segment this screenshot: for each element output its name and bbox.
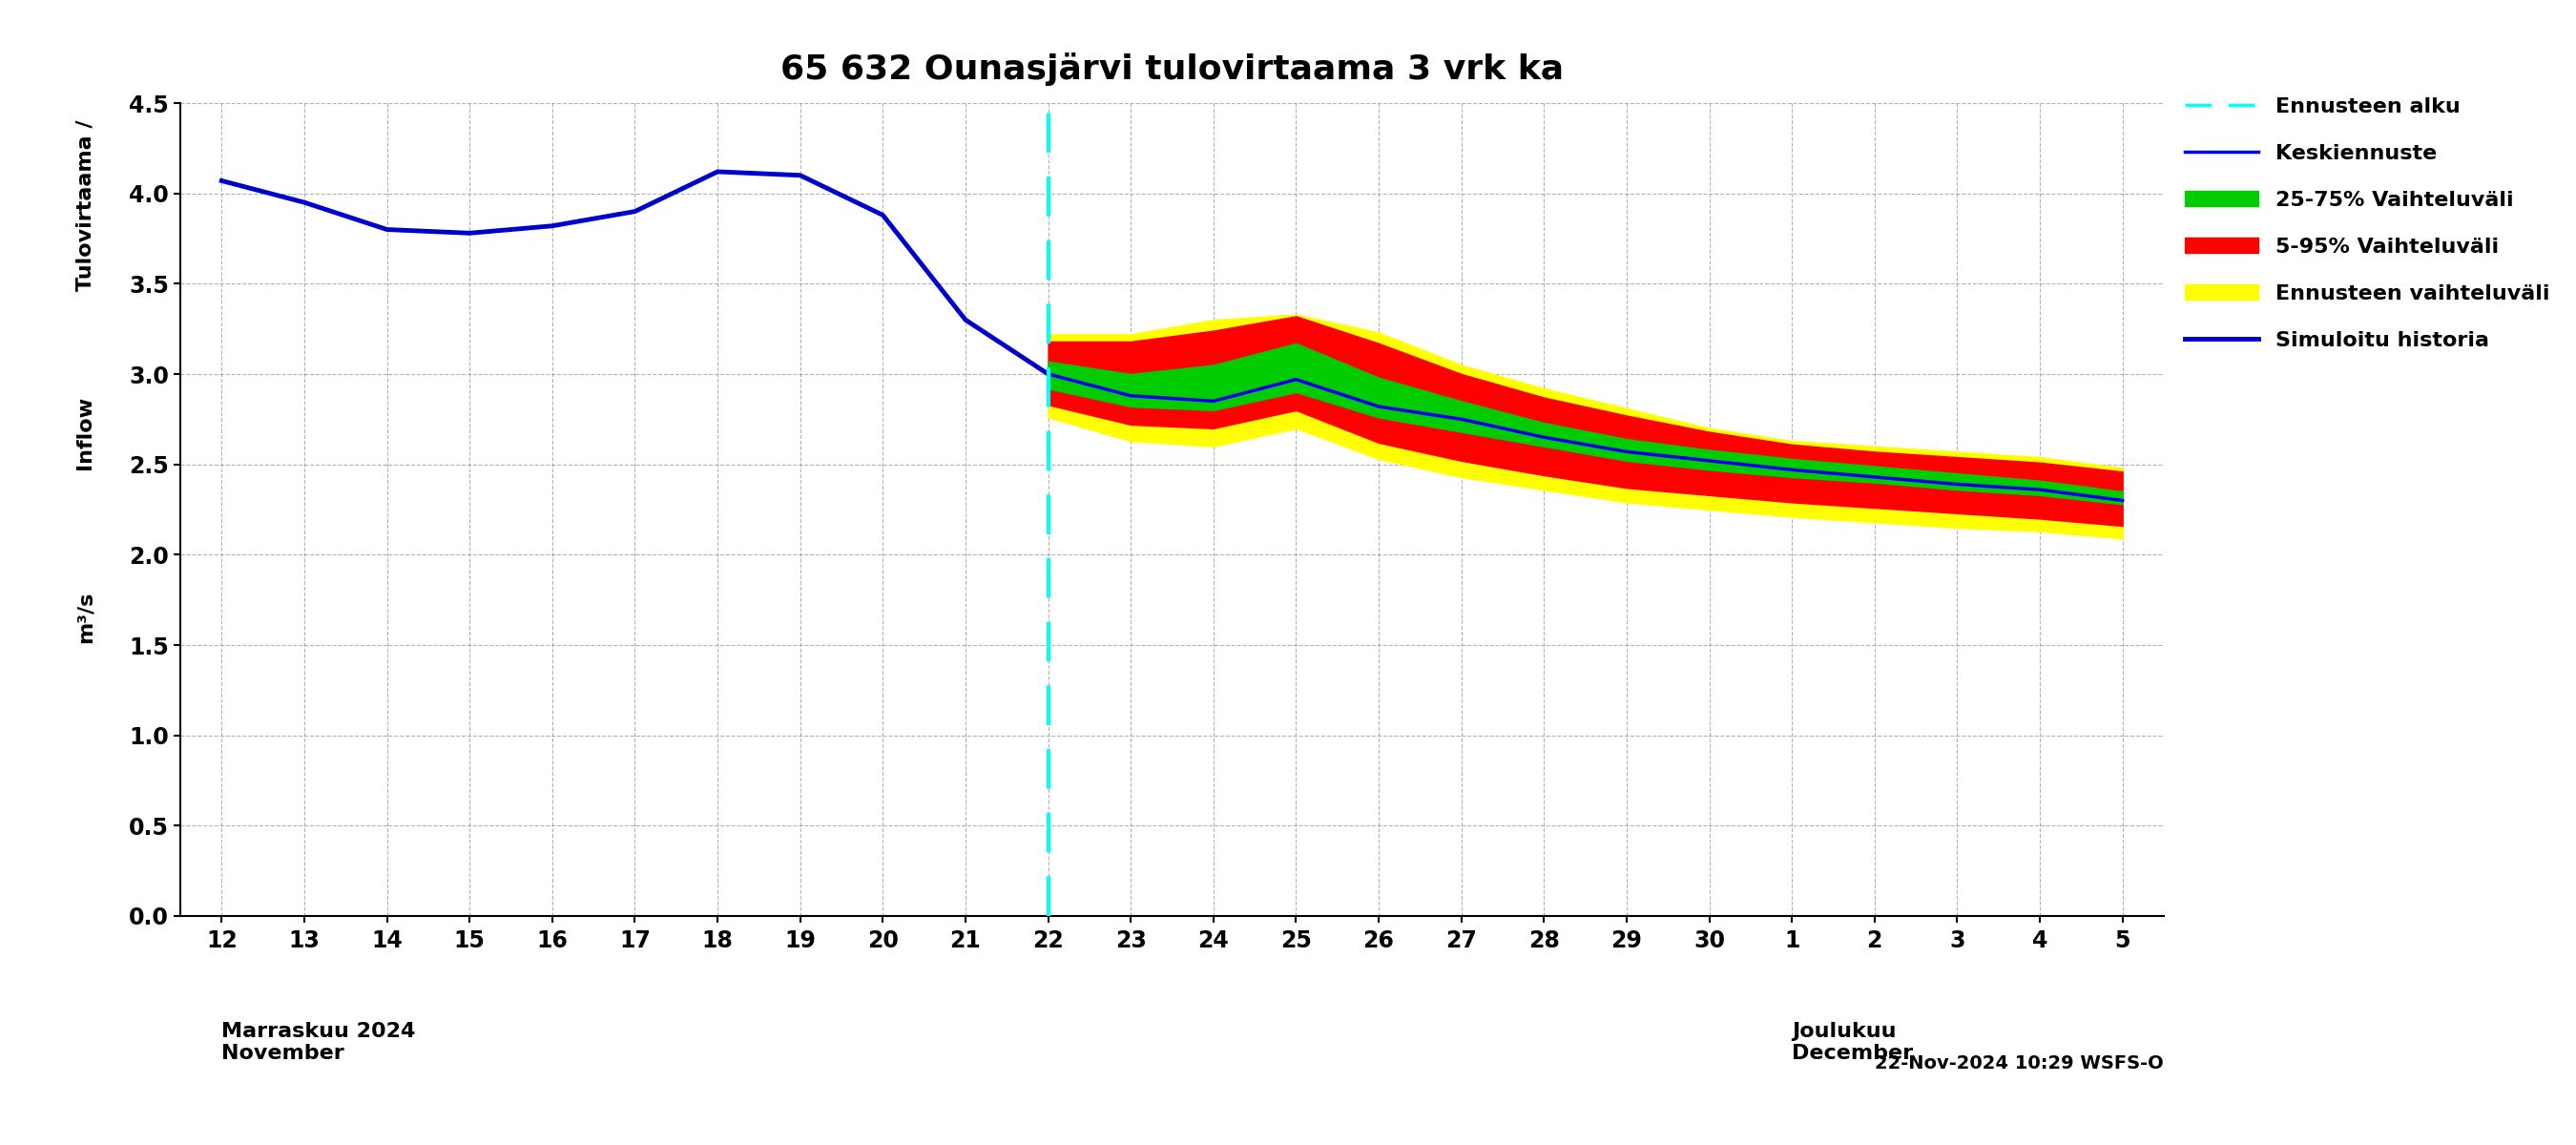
Text: Marraskuu 2024
November: Marraskuu 2024 November (222, 1021, 415, 1063)
Legend: Ennusteen alku, Keskiennuste, 25-75% Vaihteluväli, 5-95% Vaihteluväli, Ennusteen: Ennusteen alku, Keskiennuste, 25-75% Vai… (2184, 97, 2550, 349)
Title: 65 632 Ounasjärvi tulovirtaama 3 vrk ka: 65 632 Ounasjärvi tulovirtaama 3 vrk ka (781, 53, 1564, 86)
Text: Joulukuu
December: Joulukuu December (1793, 1021, 1914, 1063)
Text: Tulovirtaama /: Tulovirtaama / (75, 119, 95, 291)
Text: m³/s: m³/s (75, 591, 95, 642)
Text: Inflow: Inflow (75, 396, 95, 469)
Text: 22-Nov-2024 10:29 WSFS-O: 22-Nov-2024 10:29 WSFS-O (1875, 1055, 2164, 1073)
